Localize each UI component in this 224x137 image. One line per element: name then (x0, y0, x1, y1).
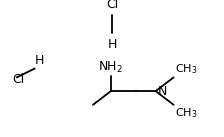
Text: NH$_2$: NH$_2$ (98, 60, 123, 75)
Text: H: H (34, 54, 44, 67)
Text: CH$_3$: CH$_3$ (175, 62, 197, 76)
Text: CH$_3$: CH$_3$ (175, 106, 197, 120)
Text: H: H (107, 38, 117, 51)
Text: N: N (157, 85, 167, 98)
Text: Cl: Cl (106, 0, 118, 11)
Text: Cl: Cl (12, 73, 25, 86)
